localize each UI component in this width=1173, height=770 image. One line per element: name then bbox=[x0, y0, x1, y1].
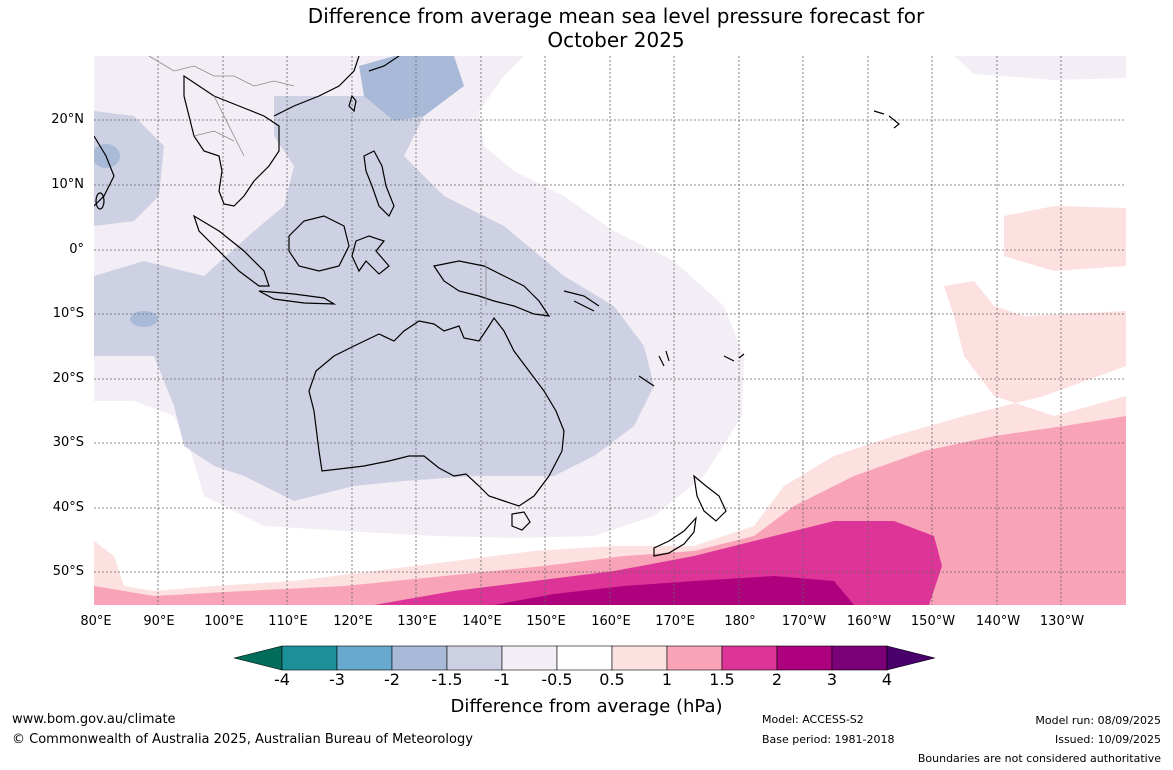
solomon-islands-coastline bbox=[563, 290, 600, 312]
footer-base-period: Base period: 1981-2018 bbox=[762, 733, 895, 746]
fiji-coastline bbox=[723, 353, 745, 362]
colorbar-tick-label: 3 bbox=[826, 670, 838, 689]
tasmania-coastline bbox=[511, 511, 531, 531]
footer-model: Model: ACCESS-S2 bbox=[762, 713, 864, 726]
map-svg bbox=[94, 56, 1126, 605]
lon-label-130e: 130°E bbox=[397, 614, 437, 629]
page-title: Difference from average mean sea level p… bbox=[0, 4, 1173, 52]
colorbar-tick-label: 2 bbox=[771, 670, 783, 689]
lat-label-30s: 30°S bbox=[52, 435, 84, 450]
lon-label-160e: 160°E bbox=[591, 614, 631, 629]
lon-label-100e: 100°E bbox=[204, 614, 244, 629]
colorbar-tick-label: -0.5 bbox=[541, 670, 573, 689]
colorbar-swatch bbox=[831, 645, 888, 671]
lat-label-50s: 50°S bbox=[52, 564, 84, 579]
colorbar-tick-label: 1 bbox=[661, 670, 673, 689]
footer-model-run: Model run: 08/09/2025 bbox=[1035, 714, 1161, 727]
lon-label-120e: 120°E bbox=[333, 614, 373, 629]
lon-label-170w: 170°W bbox=[781, 614, 827, 629]
colorbar-tick-label: -4 bbox=[274, 670, 290, 689]
colorbar-tick-label: 1.5 bbox=[709, 670, 735, 689]
country-borders bbox=[148, 56, 487, 306]
title-line-1: Difference from average mean sea level p… bbox=[307, 4, 925, 28]
colorbar-tick-label: -1 bbox=[494, 670, 510, 689]
colorbar-extend-low bbox=[233, 645, 283, 671]
colorbar-swatch bbox=[776, 645, 833, 671]
australia-coastline bbox=[308, 316, 565, 507]
new-guinea-coastline bbox=[433, 260, 551, 317]
lat-label-10n: 10°N bbox=[51, 177, 84, 192]
lon-label-140e: 140°E bbox=[462, 614, 502, 629]
footer-copyright: © Commonwealth of Australia 2025, Austra… bbox=[12, 732, 473, 747]
colorbar-swatch bbox=[281, 645, 338, 671]
lat-label-0: 0° bbox=[69, 242, 84, 257]
colorbar-tick-label: -1.5 bbox=[431, 670, 463, 689]
lon-label-150e: 150°E bbox=[526, 614, 566, 629]
colorbar-svg bbox=[233, 645, 936, 671]
lon-label-130w: 130°W bbox=[1039, 614, 1085, 629]
forecast-map bbox=[94, 56, 1126, 605]
colorbar-swatch bbox=[336, 645, 393, 671]
graticule bbox=[94, 56, 1126, 605]
coastlines bbox=[94, 56, 900, 557]
new-caledonia-coastline bbox=[638, 375, 655, 387]
borneo-coastline bbox=[288, 215, 350, 272]
lat-label-20n: 20°N bbox=[51, 112, 84, 127]
colorbar-swatch bbox=[391, 645, 448, 671]
sulawesi-coastline bbox=[351, 235, 390, 275]
colorbar bbox=[232, 644, 942, 676]
footer-url[interactable]: www.bom.gov.au/climate bbox=[12, 712, 176, 727]
colorbar-swatch bbox=[556, 645, 613, 671]
colorbar-tick-label: -3 bbox=[329, 670, 345, 689]
anomaly-neg-1-5-blob-south bbox=[130, 311, 158, 327]
colorbar-tick-label: 0.5 bbox=[599, 670, 625, 689]
vanuatu-coastline bbox=[658, 350, 670, 367]
colorbar-swatch bbox=[501, 645, 558, 671]
china-coastline bbox=[273, 56, 360, 117]
colorbar-swatch bbox=[611, 645, 668, 671]
new-zealand-south-coastline bbox=[653, 516, 697, 557]
lon-label-140w: 140°W bbox=[975, 614, 1021, 629]
colorbar-swatch bbox=[721, 645, 778, 671]
java-coastline bbox=[258, 290, 337, 305]
anomaly-pos-0-5-east bbox=[1004, 206, 1126, 271]
hawaii-coastline bbox=[873, 110, 900, 129]
anomaly-neg-1-region-main bbox=[94, 96, 654, 501]
colorbar-tick-label: -2 bbox=[384, 670, 400, 689]
lon-label-110e: 110°E bbox=[268, 614, 308, 629]
lon-label-90e: 90°E bbox=[143, 614, 175, 629]
colorbar-tick-label: 4 bbox=[881, 670, 893, 689]
anomaly-pos-2-region bbox=[494, 576, 854, 605]
taiwan-coastline bbox=[348, 94, 357, 113]
india-coastline bbox=[94, 135, 115, 207]
lat-label-10s: 10°S bbox=[52, 306, 84, 321]
title-line-2: October 2025 bbox=[547, 28, 685, 52]
colorbar-swatch bbox=[446, 645, 503, 671]
sumatra-coastline bbox=[192, 214, 270, 287]
lon-label-160w: 160°W bbox=[846, 614, 892, 629]
sri-lanka-coastline bbox=[95, 192, 105, 210]
footer-issued: Issued: 10/09/2025 bbox=[1054, 733, 1161, 746]
lon-label-170e: 170°E bbox=[655, 614, 695, 629]
anomaly-neg-1-5-region bbox=[359, 56, 464, 121]
colorbar-title: Difference from average (hPa) bbox=[450, 696, 723, 717]
new-zealand-north-coastline bbox=[693, 474, 727, 522]
lon-label-150w: 150°W bbox=[910, 614, 956, 629]
anomaly-neg-1-region bbox=[94, 111, 164, 226]
lat-label-40s: 40°S bbox=[52, 500, 84, 515]
philippines-coastline bbox=[363, 150, 395, 218]
anomaly-neg-1-5-blob-west bbox=[94, 144, 120, 168]
colorbar-extend-high bbox=[886, 645, 936, 671]
lon-label-180: 180° bbox=[724, 614, 756, 629]
japan-coastline bbox=[368, 56, 400, 72]
lat-label-20s: 20°S bbox=[52, 371, 84, 386]
colorbar-swatch bbox=[666, 645, 723, 671]
footer-boundaries: Boundaries are not considered authoritat… bbox=[917, 752, 1161, 765]
lon-label-80e: 80°E bbox=[80, 614, 112, 629]
